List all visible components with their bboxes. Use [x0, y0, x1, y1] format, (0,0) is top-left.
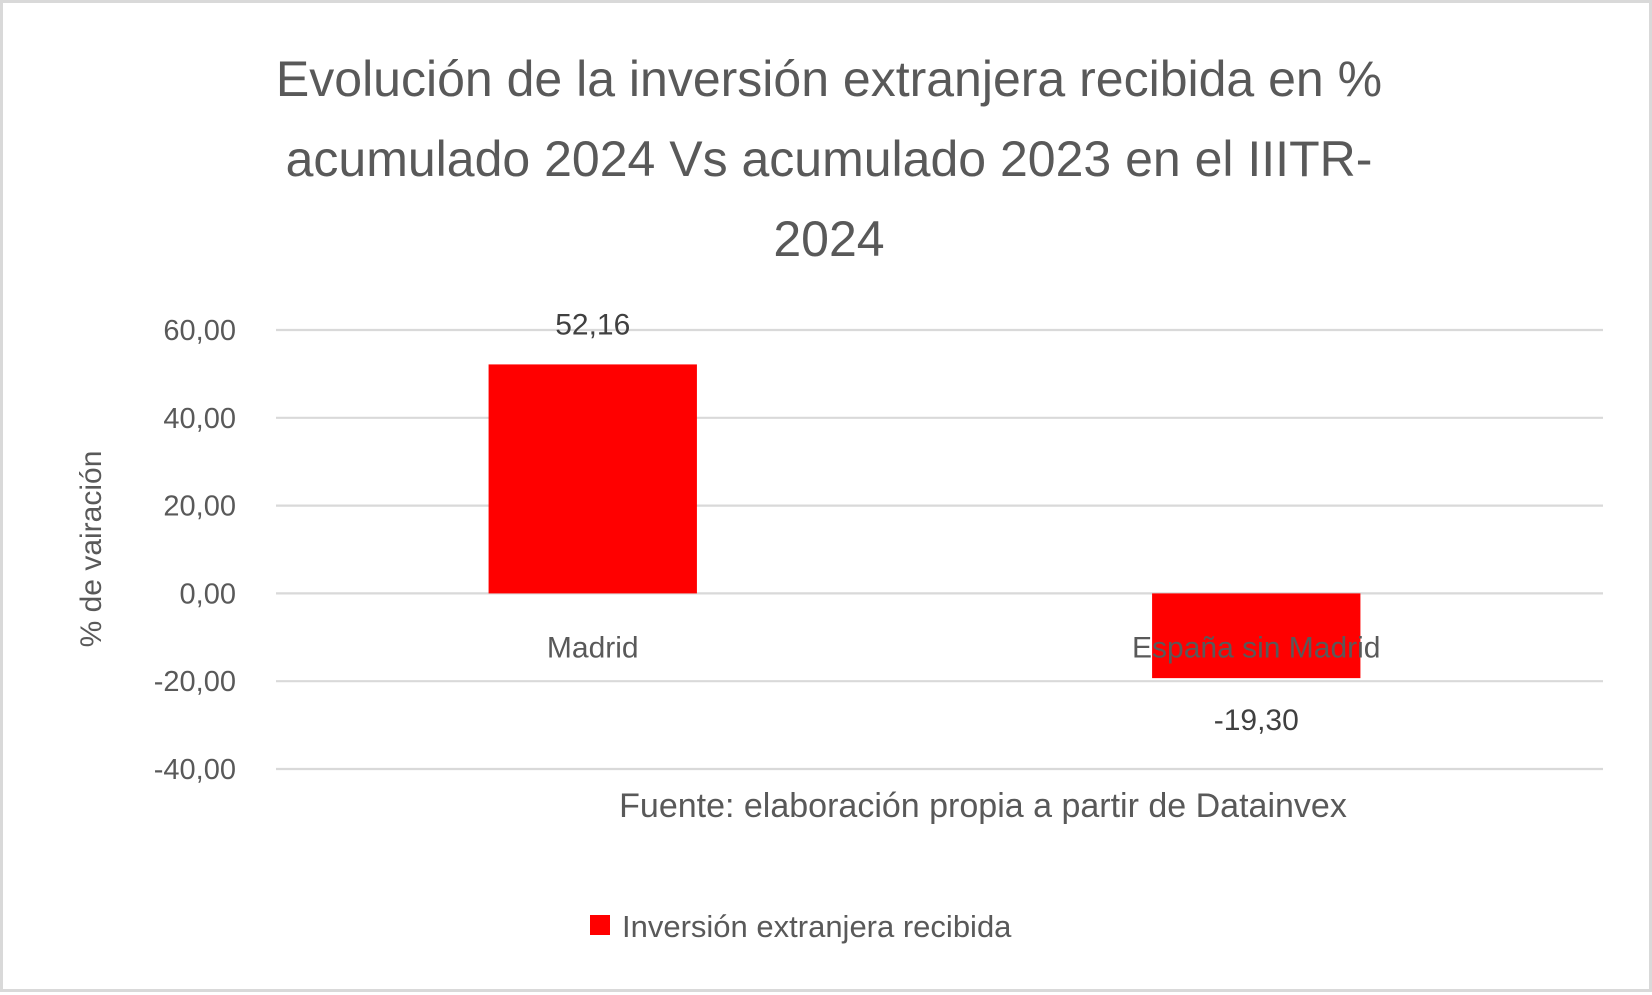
chart-title: Evolución de la inversión extranjera rec…	[276, 51, 1382, 267]
data-label: -19,30	[1214, 704, 1299, 737]
x-category-label: Madrid	[547, 631, 639, 664]
data-labels: 52,16 -19,30	[555, 308, 1299, 737]
y-tick-label: 20,00	[163, 491, 236, 523]
legend: Inversión extranjera recibida	[590, 909, 1012, 944]
y-tick-label: -40,00	[154, 754, 236, 786]
chart-title-line-2: acumulado 2024 Vs acumulado 2023 en el I…	[286, 131, 1373, 187]
y-axis-title: % de vairación	[75, 451, 108, 648]
chart-title-line-1: Evolución de la inversión extranjera rec…	[276, 51, 1382, 107]
chart-title-line-3: 2024	[773, 211, 884, 267]
x-category-label: España sin Madrid	[1132, 631, 1380, 664]
bar-madrid	[488, 364, 697, 594]
bars	[488, 364, 1361, 679]
gridlines	[276, 328, 1603, 771]
y-tick-label: -20,00	[154, 666, 236, 698]
bar-españa-sin-madrid	[1152, 593, 1361, 679]
y-axis-ticks: 60,00 40,00 20,00 0,00 -20,00 -40,00	[154, 315, 236, 786]
data-label: 52,16	[555, 308, 630, 341]
y-tick-label: 60,00	[163, 315, 236, 347]
chart-canvas: Evolución de la inversión extranjera rec…	[75, 51, 1603, 944]
y-tick-label: 40,00	[163, 403, 236, 435]
y-tick-label: 0,00	[180, 578, 236, 610]
legend-swatch	[590, 915, 610, 935]
x-axis-category-labels: Madrid España sin Madrid	[547, 631, 1381, 664]
source-note: Fuente: elaboración propia a partir de D…	[619, 787, 1347, 825]
legend-label: Inversión extranjera recibida	[622, 909, 1012, 944]
